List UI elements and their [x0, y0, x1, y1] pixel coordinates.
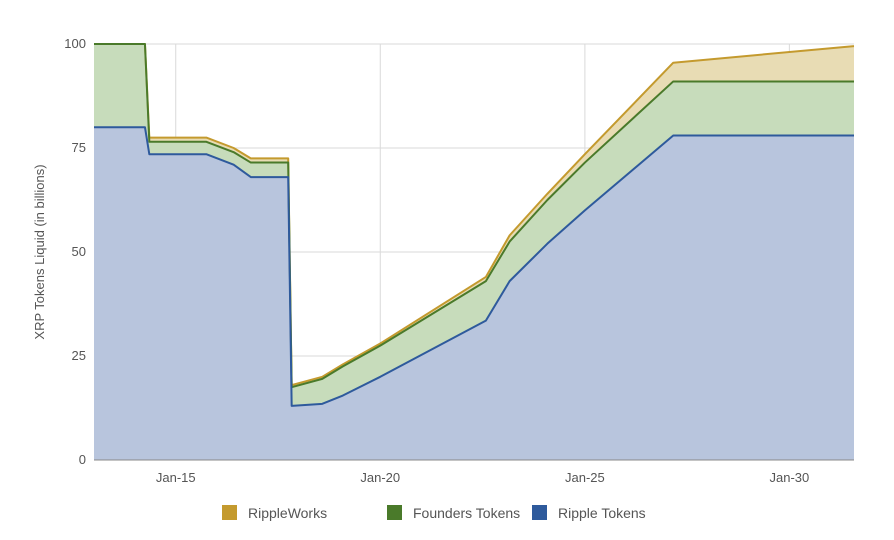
x-tick-label: Jan-15 [156, 470, 196, 485]
x-tick-label: Jan-20 [360, 470, 400, 485]
legend-swatch [387, 505, 402, 520]
legend-label: Founders Tokens [413, 505, 520, 521]
line-ripple-tokens [94, 126, 854, 407]
x-tick-label: Jan-30 [770, 470, 810, 485]
legend-label: Ripple Tokens [558, 505, 646, 521]
area-series [94, 44, 854, 460]
legend-swatch [532, 505, 547, 520]
y-tick-label: 100 [64, 36, 86, 51]
line-founders-tokens [94, 43, 854, 389]
y-tick-label: 50 [72, 244, 86, 259]
area-ripple-tokens [94, 127, 854, 460]
y-tick-label: 0 [79, 452, 86, 467]
legend-label: RippleWorks [248, 505, 327, 521]
axes: 0 25 50 75 100 Jan-15 Jan-20 Jan-25 Jan-30 [64, 36, 854, 485]
line-series [94, 43, 855, 407]
y-axis-label: XRP Tokens Liquid (in billions) [32, 164, 47, 339]
legend-swatch [222, 505, 237, 520]
line-rippleworks [94, 43, 855, 387]
y-tick-label: 75 [72, 140, 86, 155]
y-tick-label: 25 [72, 348, 86, 363]
x-tick-label: Jan-25 [565, 470, 605, 485]
legend: RippleWorks Founders Tokens Ripple Tokens [222, 505, 646, 521]
